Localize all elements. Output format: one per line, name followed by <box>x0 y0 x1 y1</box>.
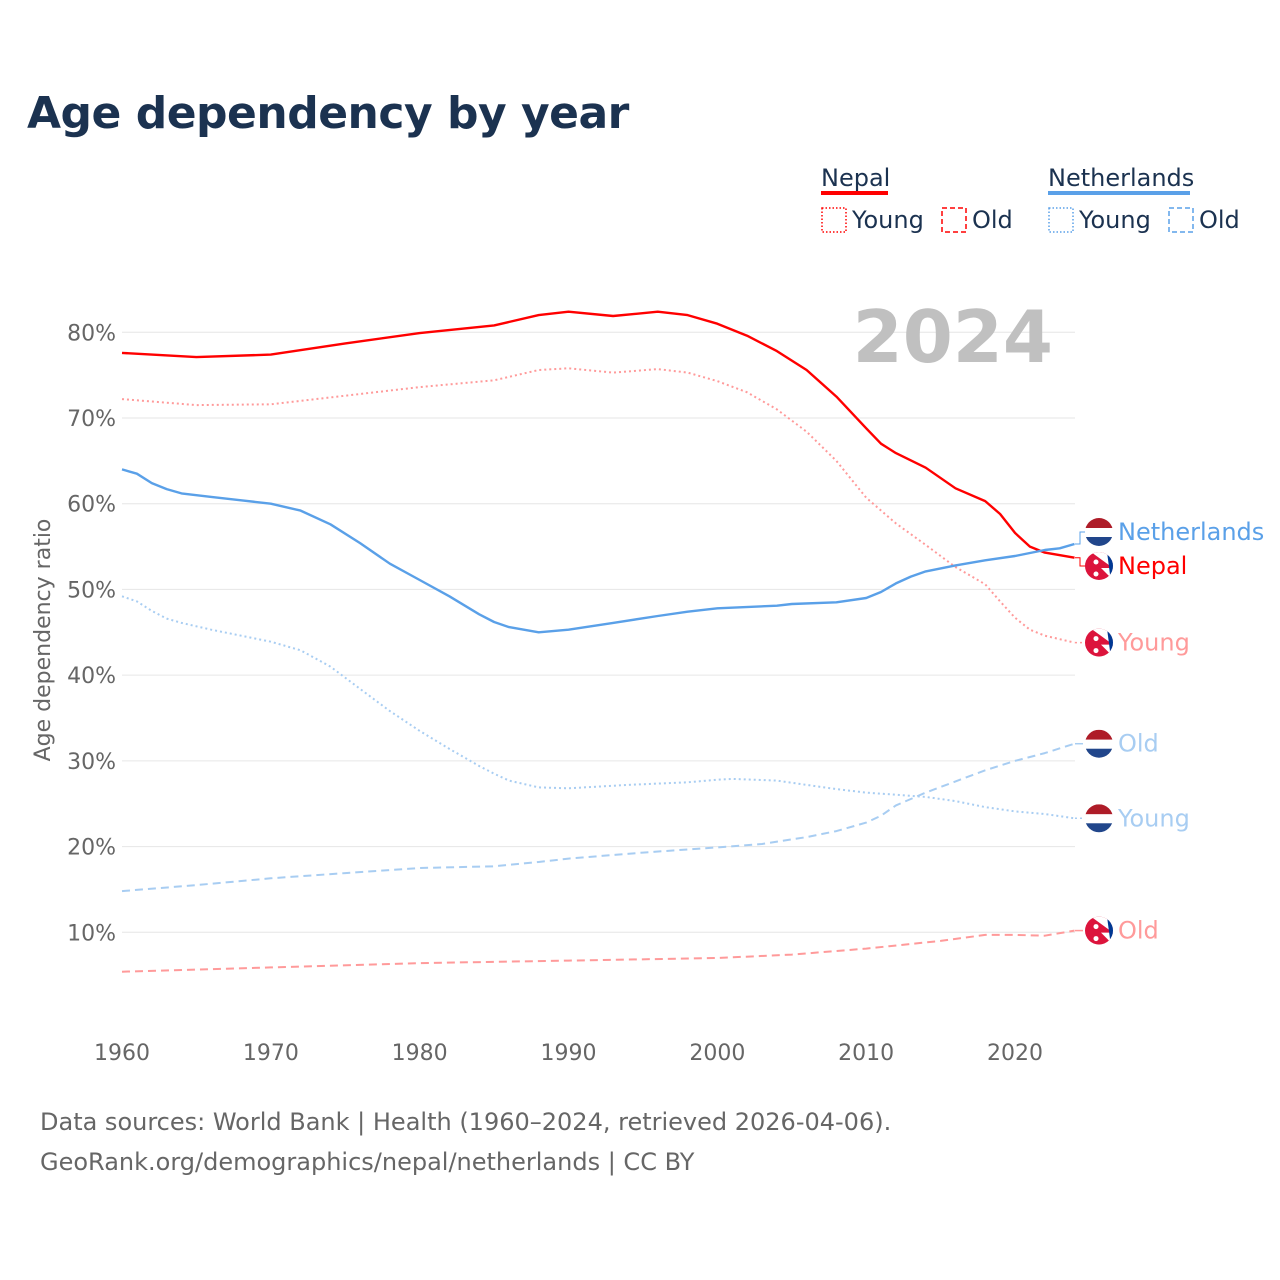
y-tick-label: 60% <box>67 493 116 518</box>
netherlands-flag-icon <box>1085 518 1113 546</box>
y-tick-label: 20% <box>67 836 116 861</box>
flag-stripe-white <box>1085 814 1113 824</box>
series-line-netherlands <box>121 468 1075 634</box>
legend-swatch-young-icon <box>821 207 847 233</box>
series-line-netherlands-young <box>121 595 1075 820</box>
y-tick-label: 50% <box>67 578 116 603</box>
netherlands-flag-icon <box>1085 729 1113 758</box>
series-line-nepal-old <box>121 929 1075 973</box>
flag-border <box>1107 916 1113 945</box>
label-leader-line <box>1075 531 1086 545</box>
grid <box>122 331 1075 933</box>
source-line-1: Data sources: World Bank | Health (1960–… <box>40 1108 892 1136</box>
flag-border <box>1107 552 1113 580</box>
legend-swatch-old-icon <box>941 207 967 233</box>
x-tick-label: 2000 <box>689 1041 745 1066</box>
end-labels: Nepal Young Old Netherlands Young Old <box>1075 518 1264 945</box>
chart-title: Age dependency by year <box>27 88 629 139</box>
flag-stripe-blue <box>1085 823 1113 833</box>
label-leader-line <box>1075 557 1086 567</box>
nepal-flag-icon <box>1085 916 1113 945</box>
flag-moon <box>1093 924 1099 930</box>
netherlands-flag-icon <box>1085 804 1113 833</box>
legend-item-old[interactable]: Old <box>972 206 1013 234</box>
series-end-label: Nepal <box>1118 552 1187 580</box>
x-tick-label: 1970 <box>243 1041 299 1066</box>
flag-stripe-red <box>1085 729 1113 740</box>
flag-sun <box>1093 571 1099 577</box>
legend-group-nepal: Nepal <box>821 164 890 192</box>
legend-swatch-old-icon <box>1168 207 1194 233</box>
legend-swatch-young-icon <box>1048 207 1074 233</box>
legend-item-young[interactable]: Young <box>1078 206 1151 234</box>
flag-body <box>1085 916 1113 945</box>
flag-stripe-white <box>1085 739 1113 749</box>
flag-body <box>1085 552 1113 580</box>
x-tick-label: 2020 <box>987 1041 1043 1066</box>
flag-body <box>1085 804 1113 833</box>
legend-item-old[interactable]: Old <box>1199 206 1240 234</box>
series-lines <box>121 310 1075 973</box>
series-line-nepal-young <box>121 367 1075 644</box>
nepal-flag-icon <box>1085 628 1113 657</box>
y-tick-label: 80% <box>67 321 116 346</box>
flag-body <box>1085 729 1113 758</box>
flag-body <box>1085 518 1113 546</box>
axis-ticks: 10% 20% 30% 40% 50% 60% 70% 80% 1960 1970 1980 1990… <box>67 321 1043 1066</box>
flag-moon <box>1093 559 1099 565</box>
legend-group-netherlands: Netherlands <box>1048 164 1194 192</box>
flag-sun <box>1093 936 1099 942</box>
x-tick-label: 1960 <box>94 1041 150 1066</box>
legend-item-young[interactable]: Young <box>851 206 924 234</box>
flag-stripe-blue <box>1085 537 1113 546</box>
series-line-netherlands-old <box>121 742 1075 893</box>
y-tick-label: 10% <box>67 921 116 946</box>
flag-stripe-blue <box>1085 748 1113 758</box>
series-end-label: Old <box>1118 730 1159 758</box>
flag-stripe-white <box>1085 528 1113 537</box>
series-end-label: Old <box>1118 917 1159 945</box>
y-tick-label: 40% <box>67 664 116 689</box>
flag-stripe-red <box>1085 804 1113 815</box>
y-tick-label: 70% <box>67 407 116 432</box>
flag-body <box>1085 628 1113 657</box>
flag-border <box>1107 628 1113 657</box>
y-tick-label: 30% <box>67 750 116 775</box>
x-tick-label: 1980 <box>392 1041 448 1066</box>
flag-stripe-red <box>1085 518 1113 528</box>
y-axis-label: Age dependency ratio <box>31 519 56 762</box>
year-label: 2024 <box>853 295 1053 379</box>
x-tick-label: 2010 <box>838 1041 894 1066</box>
series-line-nepal <box>121 310 1075 559</box>
series-end-label: Young <box>1117 804 1190 832</box>
flag-sun <box>1093 648 1099 654</box>
source-line-2[interactable]: GeoRank.org/demographics/nepal/netherlan… <box>40 1148 695 1176</box>
series-end-label: Young <box>1117 629 1190 657</box>
nepal-flag-icon <box>1085 552 1113 580</box>
x-tick-label: 1990 <box>541 1041 597 1066</box>
series-end-label: Netherlands <box>1118 518 1264 546</box>
flag-moon <box>1093 636 1099 642</box>
